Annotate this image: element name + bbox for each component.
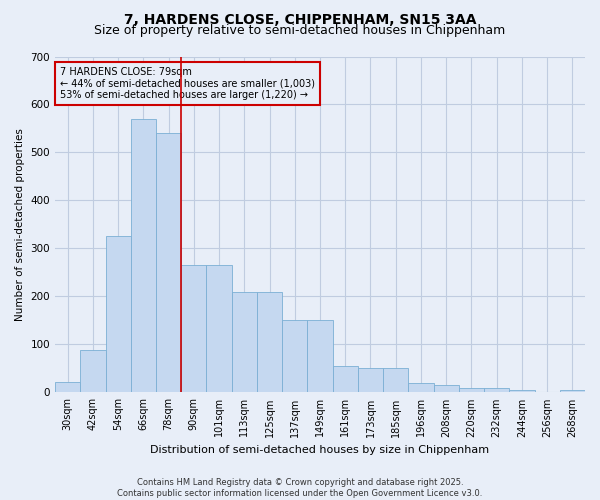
Bar xyxy=(383,368,409,392)
Bar xyxy=(80,350,106,393)
Bar xyxy=(232,292,257,392)
Bar xyxy=(206,266,232,392)
Bar xyxy=(55,382,80,392)
Bar xyxy=(181,266,206,392)
Bar xyxy=(257,292,282,392)
Y-axis label: Number of semi-detached properties: Number of semi-detached properties xyxy=(15,128,25,321)
Text: Size of property relative to semi-detached houses in Chippenham: Size of property relative to semi-detach… xyxy=(94,24,506,37)
Bar xyxy=(434,385,459,392)
Bar xyxy=(484,388,509,392)
Bar xyxy=(106,236,131,392)
Bar xyxy=(307,320,332,392)
Bar xyxy=(156,134,181,392)
Text: Contains HM Land Registry data © Crown copyright and database right 2025.
Contai: Contains HM Land Registry data © Crown c… xyxy=(118,478,482,498)
Bar xyxy=(560,390,585,392)
X-axis label: Distribution of semi-detached houses by size in Chippenham: Distribution of semi-detached houses by … xyxy=(151,445,490,455)
Bar xyxy=(358,368,383,392)
Text: 7, HARDENS CLOSE, CHIPPENHAM, SN15 3AA: 7, HARDENS CLOSE, CHIPPENHAM, SN15 3AA xyxy=(124,12,476,26)
Bar xyxy=(409,383,434,392)
Bar xyxy=(131,119,156,392)
Text: 7 HARDENS CLOSE: 79sqm
← 44% of semi-detached houses are smaller (1,003)
53% of : 7 HARDENS CLOSE: 79sqm ← 44% of semi-det… xyxy=(61,66,316,100)
Bar xyxy=(282,320,307,392)
Bar xyxy=(459,388,484,392)
Bar xyxy=(332,366,358,392)
Bar xyxy=(509,390,535,392)
